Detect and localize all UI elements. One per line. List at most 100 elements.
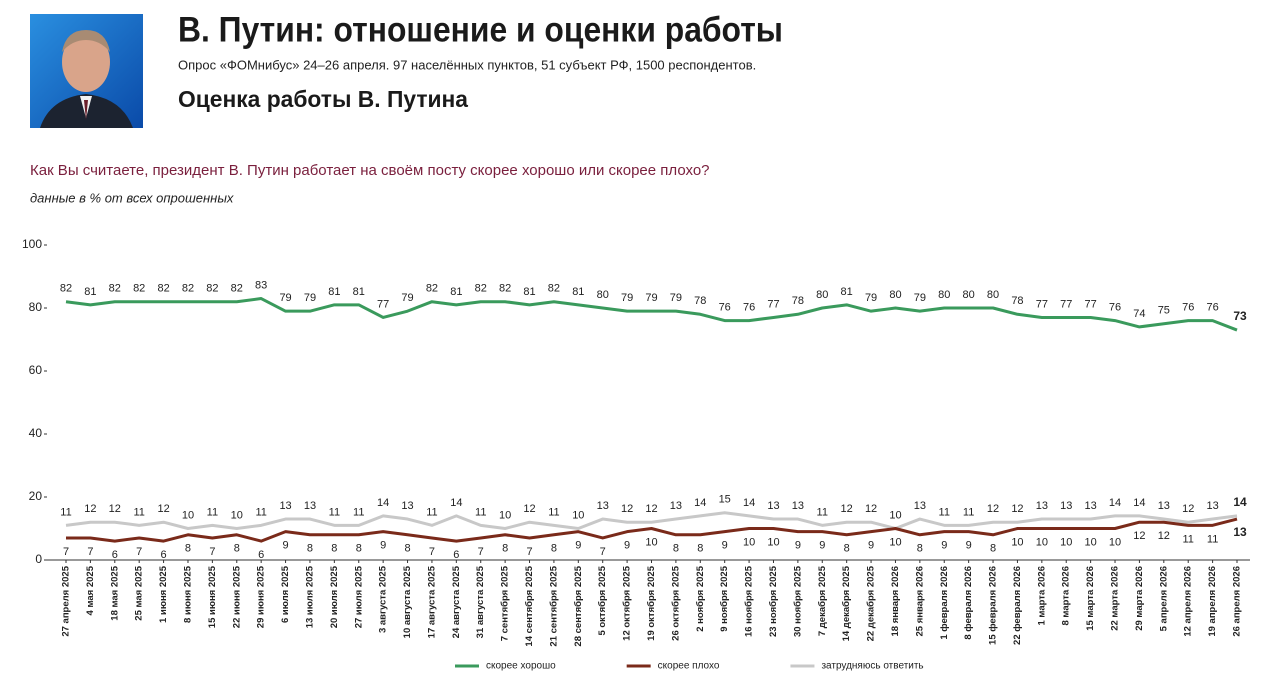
portrait [30, 14, 143, 128]
x-tick-label: 5 апреля 2026 [1158, 566, 1169, 631]
data-label: 81 [353, 286, 365, 298]
data-label: 82 [157, 283, 169, 295]
data-label: 14 [450, 497, 462, 509]
x-tick-label: 5 октября 2025 [597, 565, 608, 635]
data-label: 11 [1207, 533, 1218, 545]
data-label: 10 [889, 509, 901, 521]
data-label: 10 [645, 536, 657, 548]
data-label: 13 [304, 500, 316, 512]
y-tick-label: 60 [29, 363, 43, 377]
data-label: 80 [938, 289, 950, 301]
data-label: 11 [255, 506, 266, 518]
x-tick-label: 4 мая 2025 [85, 565, 96, 615]
data-label: 79 [865, 292, 877, 304]
data-label: 8 [502, 543, 508, 555]
x-tick-label: 2 ноября 2025 [695, 565, 706, 631]
x-tick-label: 3 августа 2025 [378, 565, 389, 633]
data-label: 14 [377, 497, 389, 509]
data-label: 10 [231, 509, 243, 521]
data-label: 82 [182, 283, 194, 295]
x-tick-label: 25 мая 2025 [134, 565, 145, 620]
data-label: 79 [304, 292, 316, 304]
y-tick-label: 0 [35, 552, 42, 566]
data-label: 10 [767, 536, 779, 548]
data-label: 9 [819, 540, 825, 552]
x-tick-label: 22 декабря 2025 [866, 565, 877, 641]
data-label: 76 [1109, 302, 1121, 314]
data-label: 78 [694, 295, 706, 307]
data-label: 82 [475, 283, 487, 295]
data-label: 7 [87, 546, 93, 558]
x-tick-label: 26 октября 2025 [670, 565, 681, 641]
section-title: Оценка работы В. Путина [178, 86, 468, 112]
y-tick-label: 80 [29, 300, 43, 314]
data-label: 9 [380, 540, 386, 552]
data-label: 77 [1085, 298, 1097, 310]
x-tick-label: 12 апреля 2026 [1183, 566, 1194, 637]
data-label: 12 [841, 503, 853, 515]
data-label: 8 [185, 543, 191, 555]
data-label: 7 [429, 546, 435, 558]
data-label: 82 [548, 283, 560, 295]
data-label: 14 [1233, 495, 1247, 509]
data-label: 80 [816, 289, 828, 301]
x-tick-label: 31 августа 2025 [475, 565, 486, 638]
x-tick-label: 19 октября 2025 [646, 565, 657, 641]
data-label: 6 [258, 549, 264, 561]
x-tick-label: 28 сентября 2025 [573, 565, 584, 646]
data-label: 8 [917, 543, 923, 555]
data-label: 10 [182, 509, 194, 521]
data-label: 81 [328, 286, 340, 298]
x-tick-label: 27 июля 2025 [353, 565, 364, 628]
data-label: 11 [207, 506, 218, 518]
data-label: 11 [133, 506, 144, 518]
data-label: 80 [963, 289, 975, 301]
data-label: 13 [1085, 500, 1097, 512]
data-label: 7 [600, 546, 606, 558]
data-label: 8 [331, 543, 337, 555]
data-label: 11 [548, 506, 559, 518]
data-label: 79 [401, 292, 413, 304]
data-label: 73 [1233, 309, 1247, 323]
page-title: В. Путин: отношение и оценки работы [178, 10, 783, 49]
data-label: 12 [523, 503, 535, 515]
x-tick-label: 22 февраля 2026 [1012, 566, 1023, 645]
data-label: 8 [844, 543, 850, 555]
data-label: 9 [941, 540, 947, 552]
data-label: 11 [1182, 533, 1193, 545]
data-label: 13 [597, 500, 609, 512]
data-label: 82 [109, 283, 121, 295]
data-label: 11 [353, 506, 364, 518]
data-label: 83 [255, 279, 267, 291]
x-tick-label: 29 июня 2025 [256, 565, 267, 628]
y-tick-label: 20 [29, 489, 43, 503]
data-label: 76 [1206, 302, 1218, 314]
data-label: 79 [621, 292, 633, 304]
data-label: 81 [572, 286, 584, 298]
data-label: 81 [450, 286, 462, 298]
data-label: 79 [670, 292, 682, 304]
data-label: 14 [1109, 497, 1121, 509]
x-tick-label: 12 октября 2025 [622, 565, 633, 641]
data-label: 6 [161, 549, 167, 561]
x-tick-label: 6 июля 2025 [280, 565, 291, 623]
data-label: 81 [84, 286, 96, 298]
legend-label: скорее плохо [658, 661, 720, 672]
data-label: 7 [526, 546, 532, 558]
data-label: 12 [865, 503, 877, 515]
data-label: 12 [1158, 530, 1170, 542]
data-label: 10 [889, 536, 901, 548]
x-tick-label: 14 сентября 2025 [524, 565, 535, 646]
x-tick-label: 21 сентября 2025 [548, 565, 559, 646]
x-tick-label: 25 января 2026 [914, 566, 925, 636]
y-tick-label: 100 [22, 237, 42, 251]
x-tick-label: 1 февраля 2026 [939, 566, 950, 640]
data-label: 13 [1233, 525, 1247, 539]
data-label: 77 [767, 298, 779, 310]
data-label: 12 [1133, 530, 1145, 542]
data-label: 77 [1036, 298, 1048, 310]
data-label: 11 [817, 506, 828, 518]
x-tick-label: 15 марта 2026 [1085, 566, 1096, 631]
data-label: 9 [575, 540, 581, 552]
data-label: 7 [478, 546, 484, 558]
